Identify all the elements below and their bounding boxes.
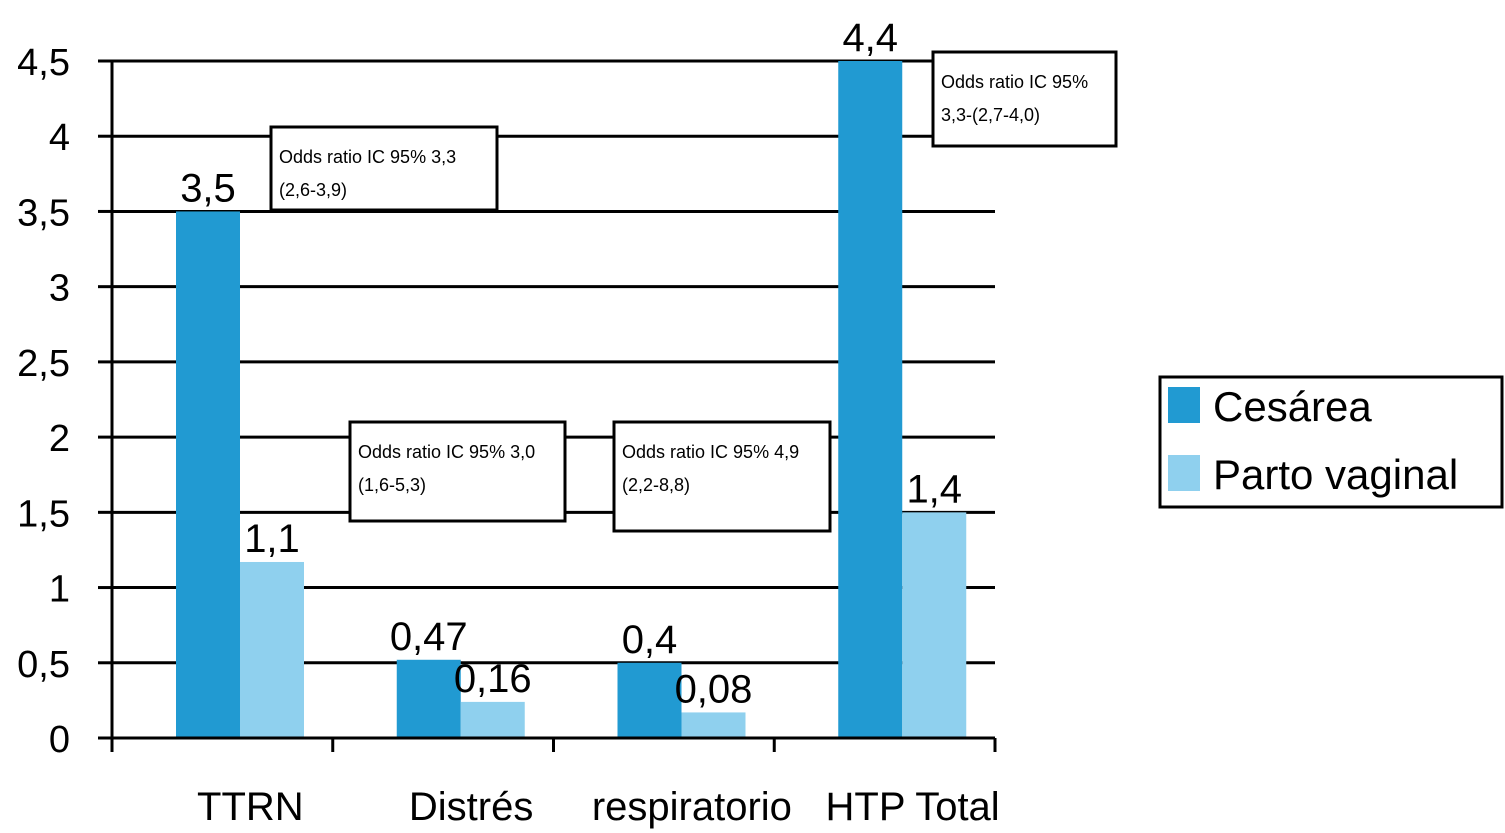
category-label: HTP Total xyxy=(826,785,1000,829)
data-label: 0,47 xyxy=(390,615,468,659)
bars xyxy=(176,61,967,738)
data-label: 3,5 xyxy=(180,166,236,210)
legend-box xyxy=(1158,375,1504,509)
bar xyxy=(838,61,903,738)
annotations: Odds ratio IC 95% 3,3 (2,6-3,9) Odds ratio… xyxy=(269,50,1118,533)
annotation-line-1: Odds ratio IC 95% xyxy=(941,72,1088,92)
x-category-labels: TTRN Distrés respiratorio HTP Total xyxy=(197,785,1000,829)
category-label: TTRN xyxy=(197,785,304,829)
data-label: 1,4 xyxy=(906,467,962,511)
legend-label: Cesárea xyxy=(1213,383,1372,430)
annotation-line-2: (1,6-5,3) xyxy=(358,475,426,495)
annotation-box xyxy=(612,420,832,533)
bar xyxy=(396,659,461,738)
bar xyxy=(902,512,967,738)
legend-swatch xyxy=(1168,455,1200,491)
data-label: 4,4 xyxy=(842,16,898,60)
data-labels: 3,5 0,47 0,4 4,4 1,1 0,16 0,08 1,4 xyxy=(180,16,962,711)
data-label: 1,1 xyxy=(244,517,300,561)
annotation-line-1: Odds ratio IC 95% 4,9 xyxy=(622,442,799,462)
y-tick-labels: 0 0,5 1 1,5 2 2,5 3 3,5 4 4,5 xyxy=(17,42,70,761)
annotation-box xyxy=(931,50,1118,148)
y-tick-label: 3 xyxy=(49,268,70,310)
y-tick-label: 4 xyxy=(49,117,70,159)
y-tick-label: 1,5 xyxy=(17,493,70,535)
axes xyxy=(98,59,997,752)
data-label: 0,4 xyxy=(622,618,678,662)
category-label: Distrés xyxy=(409,785,533,829)
y-tick-label: 0,5 xyxy=(17,644,70,686)
bar xyxy=(176,211,240,738)
annotation-box xyxy=(348,420,567,523)
y-tick-label: 1 xyxy=(49,569,70,611)
annotation-line-2: (2,6-3,9) xyxy=(279,180,347,200)
bar xyxy=(240,561,304,738)
y-tick-label: 4,5 xyxy=(17,42,70,84)
data-label: 0,16 xyxy=(454,657,532,701)
annotation-line-1: Odds ratio IC 95% 3,3 xyxy=(279,147,456,167)
annotation-line-1: Odds ratio IC 95% 3,0 xyxy=(358,442,535,462)
y-tick-label: 2,5 xyxy=(17,343,70,385)
category-label: respiratorio xyxy=(592,785,792,829)
legend-swatch xyxy=(1168,387,1200,423)
y-tick-label: 2 xyxy=(49,418,70,460)
bar xyxy=(681,712,746,738)
annotation-box xyxy=(269,125,499,212)
y-tick-label: 0 xyxy=(49,719,70,761)
bar xyxy=(617,662,682,738)
annotation-line-2: (2,2-8,8) xyxy=(622,475,690,495)
legend-label: Parto vaginal xyxy=(1213,451,1458,498)
legend: Cesárea Parto vaginal xyxy=(1158,375,1504,509)
annotation-line-2: 3,3-(2,7-4,0) xyxy=(941,105,1040,125)
data-label: 0,08 xyxy=(675,667,753,711)
y-tick-label: 3,5 xyxy=(17,192,70,234)
bar xyxy=(460,701,525,738)
